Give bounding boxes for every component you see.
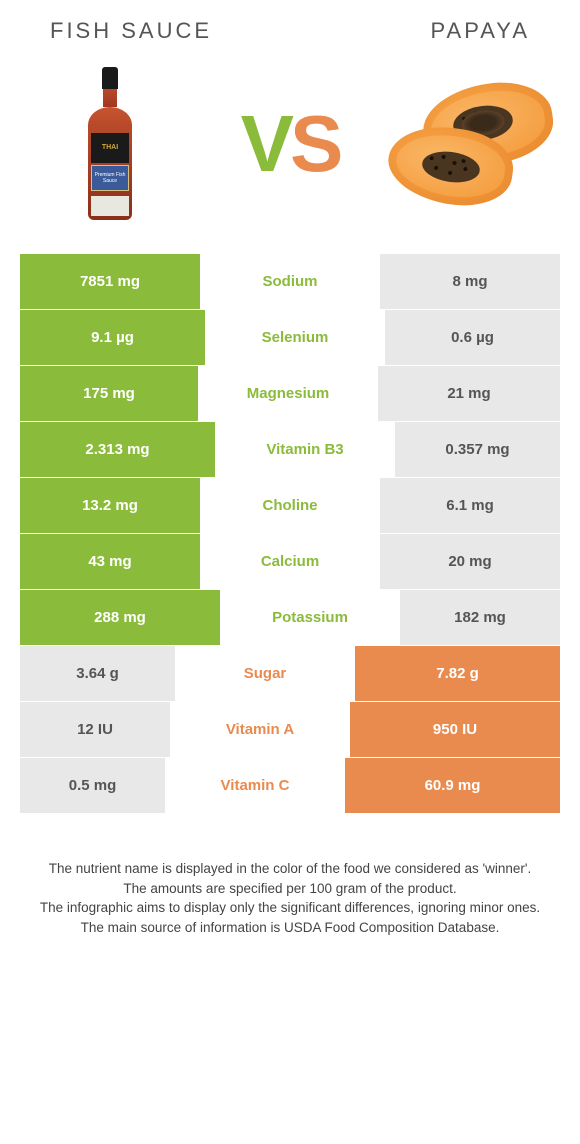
table-row: 3.64 gSugar7.82 g [20, 646, 560, 702]
right-value: 7.82 g [355, 646, 560, 701]
footer-line-4: The main source of information is USDA F… [30, 918, 550, 938]
right-value: 182 mg [400, 590, 560, 645]
footer-line-1: The nutrient name is displayed in the co… [30, 859, 550, 879]
left-value: 43 mg [20, 534, 200, 589]
right-value: 6.1 mg [380, 478, 560, 533]
nutrient-name: Vitamin A [170, 702, 350, 757]
fish-sauce-image: THAI Premium Fish Sauce [20, 54, 200, 234]
nutrient-name: Choline [200, 478, 380, 533]
nutrient-name: Vitamin C [165, 758, 345, 813]
nutrient-name: Potassium [220, 590, 400, 645]
comparison-table: 7851 mgSodium8 mg9.1 µgSelenium0.6 µg175… [20, 254, 560, 814]
table-row: 43 mgCalcium20 mg [20, 534, 560, 590]
left-value: 13.2 mg [20, 478, 200, 533]
left-value: 3.64 g [20, 646, 175, 701]
left-value: 0.5 mg [20, 758, 165, 813]
table-row: 175 mgMagnesium21 mg [20, 366, 560, 422]
footer-line-2: The amounts are specified per 100 gram o… [30, 879, 550, 899]
left-value: 9.1 µg [20, 310, 205, 365]
nutrient-name: Sodium [200, 254, 380, 309]
right-value: 21 mg [378, 366, 560, 421]
nutrient-name: Calcium [200, 534, 380, 589]
hero-row: THAI Premium Fish Sauce VS [0, 44, 580, 254]
bottle-icon: THAI Premium Fish Sauce [87, 67, 133, 222]
table-row: 12 IUVitamin A950 IU [20, 702, 560, 758]
nutrient-name: Magnesium [198, 366, 378, 421]
left-value: 175 mg [20, 366, 198, 421]
table-row: 13.2 mgCholine6.1 mg [20, 478, 560, 534]
right-value: 950 IU [350, 702, 560, 757]
nutrient-name: Vitamin B3 [215, 422, 395, 477]
infographic-container: Fish sauce Papaya THAI Premium Fish Sauc… [0, 0, 580, 937]
papaya-image [380, 54, 560, 234]
header: Fish sauce Papaya [0, 0, 580, 44]
table-row: 7851 mgSodium8 mg [20, 254, 560, 310]
table-row: 288 mgPotassium182 mg [20, 590, 560, 646]
left-value: 12 IU [20, 702, 170, 757]
vs-s: S [290, 98, 339, 190]
right-value: 20 mg [380, 534, 560, 589]
left-value: 2.313 mg [20, 422, 215, 477]
table-row: 0.5 mgVitamin C60.9 mg [20, 758, 560, 814]
papaya-icon [388, 84, 553, 204]
table-row: 2.313 mgVitamin B30.357 mg [20, 422, 560, 478]
vs-v: V [241, 98, 290, 190]
right-food-title: Papaya [430, 18, 530, 44]
footer-line-3: The infographic aims to display only the… [30, 898, 550, 918]
right-value: 0.357 mg [395, 422, 560, 477]
table-row: 9.1 µgSelenium0.6 µg [20, 310, 560, 366]
right-value: 60.9 mg [345, 758, 560, 813]
left-food-title: Fish sauce [50, 18, 212, 44]
footer-notes: The nutrient name is displayed in the co… [0, 814, 580, 937]
left-value: 288 mg [20, 590, 220, 645]
right-value: 8 mg [380, 254, 560, 309]
left-value: 7851 mg [20, 254, 200, 309]
vs-label: VS [241, 98, 340, 190]
right-value: 0.6 µg [385, 310, 560, 365]
nutrient-name: Sugar [175, 646, 355, 701]
nutrient-name: Selenium [205, 310, 385, 365]
